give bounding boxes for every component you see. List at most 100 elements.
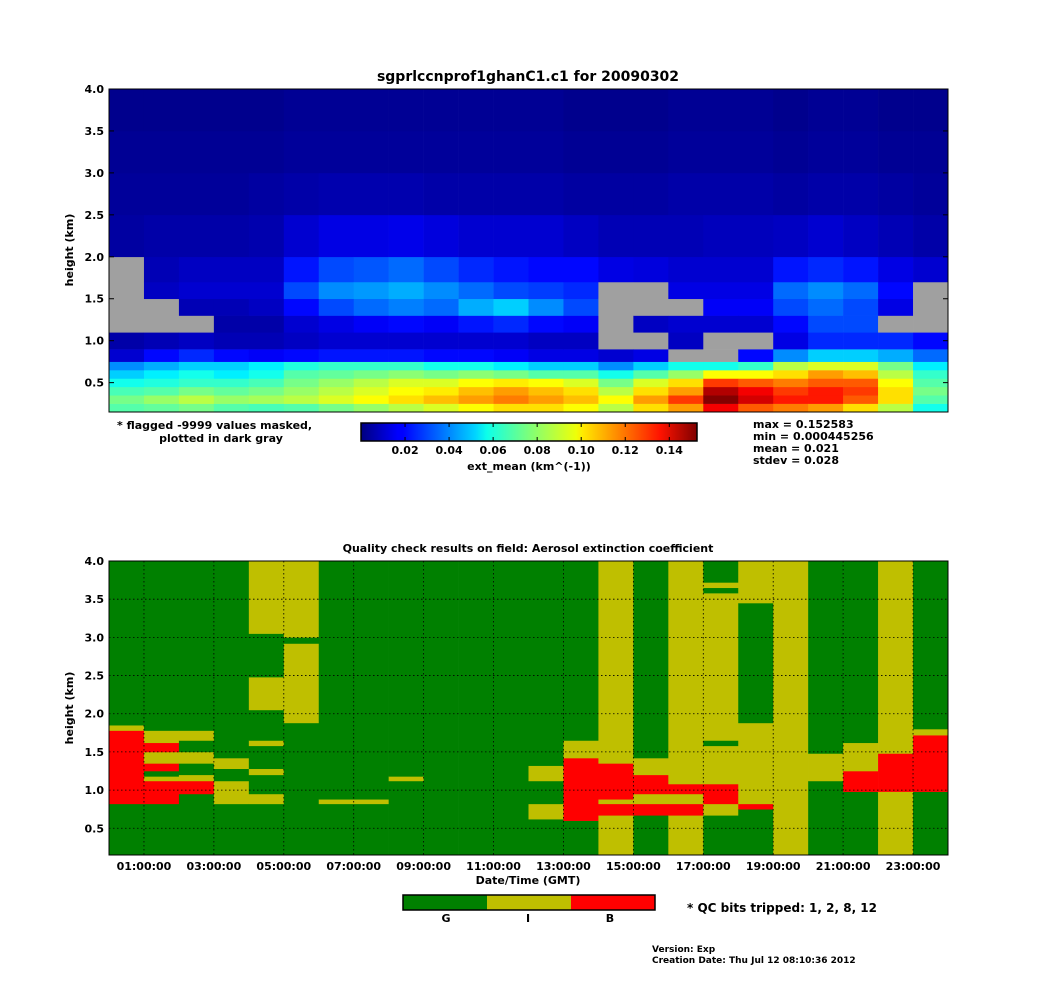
top-heatmap-cell [353,378,389,388]
top-heatmap-cell [878,349,914,362]
qc-cell-i [598,815,634,856]
top-heatmap-cell [843,130,879,174]
top-heatmap-cell [318,395,355,404]
top-heatmap-cell [388,370,424,379]
top-heatmap-cell [458,361,494,371]
top-heatmap-cell [913,315,949,333]
top-heatmap-cell [528,361,564,371]
qc-cell-i [878,561,914,754]
top-heatmap-cell [178,386,215,396]
top-heatmap-cell [493,403,529,413]
top-heatmap-cell [773,172,809,216]
qc-cell-b [178,780,215,795]
top-heatmap-cell [878,281,914,300]
top-heatmap-cell [388,298,424,316]
colorbar-tick-label: 0.14 [656,444,683,457]
stats-min: min = 0.000445256 [753,430,874,443]
qc-cell-i [283,643,320,724]
qc-cell-i [703,803,739,816]
top-heatmap-cell [843,256,879,283]
top-heatmap-cell [458,130,494,174]
qc-cell-g [353,803,389,856]
qc-cell-g [248,774,285,795]
top-y-tick-label: 1.0 [85,335,105,348]
top-heatmap-cell [528,349,564,362]
qc-cell-g [353,561,389,800]
qc-cell-g [248,803,285,856]
top-heatmap-cell [493,298,529,316]
top-heatmap-cell [248,361,285,371]
top-heatmap-cell [773,89,809,132]
top-heatmap-cell [738,403,774,413]
qc-cell-g [248,745,285,770]
qc-legend-label-g: G [441,912,450,925]
qc-bits-note: * QC bits tripped: 1, 2, 8, 12 [687,901,877,915]
top-heatmap-cell [213,395,250,404]
top-heatmap-cell [843,298,879,316]
qc-cell-g [528,561,564,766]
top-heatmap-cell [633,89,669,132]
top-heatmap-cell [353,386,389,396]
top-heatmap-cell [143,370,180,379]
top-heatmap-cell [773,332,809,350]
top-heatmap-cell [283,386,320,396]
top-heatmap-cell [283,298,320,316]
top-heatmap-cell [388,386,424,396]
qc-cell-i [668,561,704,785]
top-heatmap-cell [493,349,529,362]
top-heatmap-cell [143,89,180,132]
top-heatmap-cell [178,349,215,362]
top-heatmap-cell [668,130,704,174]
qc-cell-i [633,758,669,776]
top-heatmap-cell [668,172,704,216]
top-heatmap-cell [878,361,914,371]
top-heatmap-cell [668,370,704,379]
bottom-y-tick-label: 3.5 [85,593,105,606]
qc-cell-g [318,803,355,856]
top-heatmap-cell [213,256,250,283]
top-heatmap-cell [878,395,914,404]
top-heatmap-cell [563,130,599,174]
top-heatmap-cell [633,130,669,174]
top-heatmap-cell [143,361,180,371]
top-heatmap-cell [808,386,844,396]
qc-cell-i [178,730,215,741]
qc-cell-i [248,793,285,805]
top-heatmap-cell [353,172,389,216]
top-heatmap-cell [808,256,844,283]
top-heatmap-cell [248,281,285,300]
top-heatmap-cell [143,378,180,388]
top-heatmap-cell [528,395,564,404]
top-heatmap-cell [493,281,529,300]
top-heatmap-cell [493,386,529,396]
top-heatmap-cell [528,298,564,316]
top-heatmap-cell [318,89,355,132]
top-heatmap-cell [668,386,704,396]
top-heatmap-cell [213,378,250,388]
top-heatmap-cell [248,256,285,283]
top-heatmap-cell [668,89,704,132]
top-heatmap-cell [843,332,879,350]
qc-cell-i [248,740,285,747]
top-heatmap-cell [388,378,424,388]
top-heatmap-cell [458,386,494,396]
top-heatmap-cell [703,89,739,132]
top-heatmap-cell [423,256,459,283]
bottom-x-tick-label: 05:00:00 [256,860,311,873]
top-heatmap-cell [109,378,145,388]
qc-cell-i [528,803,564,820]
top-heatmap-cell [773,370,809,379]
bottom-x-tick-label: 15:00:00 [606,860,661,873]
top-heatmap-cell [563,256,599,283]
top-heatmap-cell [738,349,774,362]
top-heatmap-cell [738,332,774,350]
qc-cell-b [668,783,704,795]
top-heatmap-cell [213,349,250,362]
top-heatmap-cell [353,332,389,350]
qc-cell-g [843,561,879,744]
qc-cell-g [703,815,739,856]
top-heatmap-cell [353,281,389,300]
top-heatmap-cell [423,349,459,362]
qc-cell-g [143,561,180,731]
